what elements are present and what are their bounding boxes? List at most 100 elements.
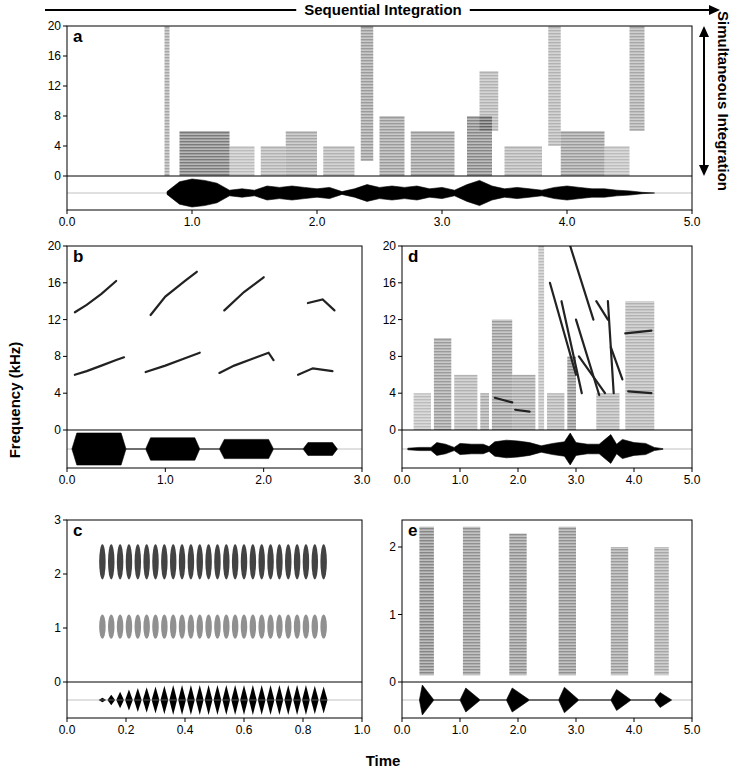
spectrogram-baseline bbox=[67, 682, 362, 683]
spectrogram bbox=[75, 272, 335, 375]
panel-letter: d bbox=[408, 247, 418, 266]
x-tick-label: 3.0 bbox=[354, 473, 371, 487]
energy-band bbox=[559, 527, 576, 676]
energy-band bbox=[480, 393, 489, 430]
y-tick-label: 8 bbox=[54, 349, 61, 363]
energy-band bbox=[654, 547, 669, 675]
pulse-energy bbox=[320, 615, 326, 639]
pulse-energy bbox=[188, 615, 194, 639]
x-tick-label: 2.0 bbox=[510, 723, 527, 737]
x-tick-label: 1.0 bbox=[452, 723, 469, 737]
wave-baseline bbox=[67, 700, 362, 701]
spectrogram-baseline bbox=[402, 430, 692, 431]
pulse-energy bbox=[312, 544, 318, 579]
waveform bbox=[67, 433, 362, 465]
y-tick-label: 0 bbox=[54, 423, 61, 437]
x-tick bbox=[192, 210, 193, 214]
x-tick bbox=[402, 468, 403, 472]
x-tick bbox=[576, 468, 577, 472]
energy-band bbox=[505, 146, 543, 176]
pulse-energy bbox=[276, 544, 282, 579]
frequency-contour bbox=[75, 281, 116, 312]
pulse-energy bbox=[143, 615, 149, 639]
waveform-envelope bbox=[167, 179, 655, 207]
y-tick bbox=[63, 176, 67, 177]
pulse-energy bbox=[179, 544, 185, 579]
pulse-energy bbox=[205, 615, 211, 639]
x-tick-label: 0.6 bbox=[236, 723, 253, 737]
y-tick bbox=[398, 246, 402, 247]
sequential-arrow-left bbox=[45, 9, 296, 11]
sequential-label: Sequential Integration bbox=[304, 1, 462, 18]
x-tick bbox=[567, 210, 568, 214]
y-tick bbox=[63, 682, 67, 683]
pulse-energy bbox=[108, 615, 114, 639]
x-tick bbox=[67, 718, 68, 722]
y-tick-label: 0 bbox=[54, 675, 61, 689]
pulse-energy bbox=[152, 544, 158, 579]
energy-band bbox=[165, 26, 170, 176]
frequency-contour bbox=[146, 353, 200, 372]
y-tick-label: 0 bbox=[54, 169, 61, 183]
energy-band bbox=[547, 393, 564, 430]
y-tick bbox=[398, 430, 402, 431]
energy-band bbox=[512, 375, 535, 430]
x-tick bbox=[67, 468, 68, 472]
x-tick-label: 4.0 bbox=[626, 473, 643, 487]
y-tick bbox=[63, 246, 67, 247]
energy-band bbox=[480, 71, 499, 131]
y-tick-label: 0 bbox=[389, 675, 396, 689]
waveform bbox=[67, 179, 692, 207]
x-tick bbox=[126, 718, 127, 722]
x-tick-label: 0.0 bbox=[59, 723, 76, 737]
frequency-contour bbox=[515, 410, 530, 412]
x-tick bbox=[165, 468, 166, 472]
pulse-energy bbox=[214, 615, 220, 639]
x-tick bbox=[185, 718, 186, 722]
y-tick bbox=[398, 682, 402, 683]
x-tick-label: 0.0 bbox=[394, 723, 411, 737]
pulse-energy bbox=[223, 544, 229, 579]
pulse-energy bbox=[126, 544, 132, 579]
x-tick-label: 4.0 bbox=[559, 215, 576, 229]
pulse-energy bbox=[135, 615, 141, 639]
pulse-energy bbox=[276, 615, 282, 639]
panel-frame bbox=[402, 246, 692, 468]
spectrogram bbox=[99, 544, 327, 639]
energy-band bbox=[596, 393, 619, 430]
y-tick-label: 1 bbox=[54, 621, 61, 635]
x-tick-label: 1.0 bbox=[354, 723, 371, 737]
y-tick bbox=[63, 282, 67, 283]
x-tick-label: 5.0 bbox=[684, 215, 701, 229]
x-tick-label: 2.0 bbox=[510, 473, 527, 487]
panel-frame bbox=[67, 26, 692, 210]
pulse-energy bbox=[241, 544, 247, 579]
y-tick bbox=[63, 319, 67, 320]
frequency-contour bbox=[611, 347, 623, 379]
x-tick-label: 1.0 bbox=[184, 215, 201, 229]
pulse-energy bbox=[312, 615, 318, 639]
y-tick bbox=[63, 430, 67, 431]
pulse-energy bbox=[126, 615, 132, 639]
y-tick-label: 16 bbox=[48, 49, 62, 63]
pulse-energy bbox=[303, 544, 309, 579]
y-tick-label: 4 bbox=[54, 139, 61, 153]
spectrogram bbox=[414, 246, 655, 430]
energy-band bbox=[509, 534, 526, 676]
pulse-energy bbox=[152, 615, 158, 639]
x-tick-label: 0.0 bbox=[59, 473, 76, 487]
y-tick-label: 2 bbox=[389, 540, 396, 554]
pulse-energy bbox=[161, 615, 167, 639]
y-tick bbox=[398, 319, 402, 320]
pulse-energy bbox=[117, 615, 123, 639]
x-tick-label: 1.0 bbox=[452, 473, 469, 487]
y-tick-label: 16 bbox=[48, 276, 62, 290]
x-tick bbox=[402, 718, 403, 722]
pulse-energy bbox=[143, 544, 149, 579]
energy-band bbox=[230, 146, 255, 176]
y-tick-label: 12 bbox=[48, 313, 62, 327]
energy-band bbox=[463, 527, 480, 676]
frequency-contour bbox=[570, 246, 593, 320]
pulse-energy bbox=[250, 544, 256, 579]
frequency-contour bbox=[562, 301, 582, 393]
